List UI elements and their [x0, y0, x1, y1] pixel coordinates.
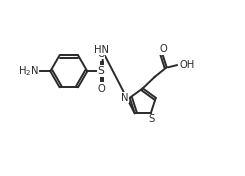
- Text: S: S: [148, 114, 155, 124]
- Text: H$_2$N: H$_2$N: [18, 64, 39, 78]
- Text: S: S: [98, 66, 104, 76]
- Text: HN: HN: [94, 45, 110, 55]
- Text: OH: OH: [179, 60, 195, 70]
- Text: O: O: [97, 49, 105, 59]
- Text: O: O: [97, 84, 105, 94]
- Text: N: N: [121, 93, 129, 103]
- Text: O: O: [159, 44, 167, 54]
